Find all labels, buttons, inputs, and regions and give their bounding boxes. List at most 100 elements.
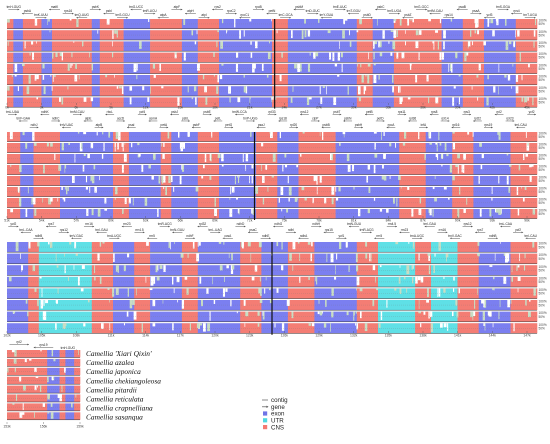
divergent-region xyxy=(42,75,45,80)
divergent-region xyxy=(138,154,141,157)
divergent-region xyxy=(526,143,530,151)
divergent-region xyxy=(158,176,161,184)
divergent-region xyxy=(289,253,292,261)
conservation-region xyxy=(22,97,42,108)
divergent-region xyxy=(337,75,340,77)
divergent-region xyxy=(22,403,24,411)
gene-label: petG xyxy=(225,123,232,127)
divergent-region xyxy=(128,198,131,204)
divergent-region xyxy=(352,165,355,172)
conservation-region xyxy=(91,276,114,287)
axis-tick-label: 24k xyxy=(282,106,288,110)
divergent-region xyxy=(212,276,214,285)
divergent-region xyxy=(332,52,335,61)
gene-label: rps15 xyxy=(325,228,333,232)
gene-label: infA xyxy=(421,123,427,127)
conservation-region xyxy=(478,253,511,264)
conservation-region xyxy=(41,41,53,52)
conservation-region xyxy=(261,265,289,276)
divergent-region xyxy=(89,52,90,58)
divergent-region xyxy=(505,41,509,50)
conservation-region xyxy=(256,209,278,219)
divergent-region xyxy=(335,187,337,192)
conservation-region xyxy=(150,75,183,85)
divergent-region xyxy=(378,41,380,48)
gene-label: rrn4.5 xyxy=(388,222,397,226)
divergent-region xyxy=(427,253,431,256)
divergent-region xyxy=(163,187,165,190)
gene-arrow-head xyxy=(344,237,347,240)
divergent-region xyxy=(438,242,441,251)
divergent-region xyxy=(380,311,383,320)
divergent-region xyxy=(430,323,433,332)
conservation-region xyxy=(7,86,14,96)
conservation-region xyxy=(473,132,511,142)
divergent-region xyxy=(493,86,496,93)
divergent-region xyxy=(161,176,164,184)
divergent-region xyxy=(348,30,350,36)
divergent-region xyxy=(87,154,90,159)
divergent-region xyxy=(313,52,316,59)
percent-label: 100% xyxy=(539,97,547,101)
conservation-region xyxy=(261,288,289,299)
gene-label: trnfM-CAU xyxy=(428,9,444,13)
conservation-region xyxy=(91,253,114,264)
divergent-region xyxy=(288,198,290,202)
divergent-region xyxy=(15,394,18,401)
divergent-region xyxy=(115,288,119,295)
divergent-region xyxy=(412,265,414,269)
conservation-region xyxy=(240,265,262,276)
conservation-region xyxy=(452,132,474,142)
divergent-region xyxy=(53,358,56,362)
conservation-region xyxy=(150,265,183,276)
legend-utr-swatch xyxy=(263,418,268,423)
divergent-region xyxy=(319,176,322,183)
divergent-region xyxy=(259,276,261,282)
divergent-region xyxy=(481,154,484,159)
percent-label: 100% xyxy=(539,52,547,56)
divergent-region xyxy=(415,30,419,36)
conservation-region xyxy=(457,323,479,334)
divergent-region xyxy=(420,323,422,328)
gene-arrow-head xyxy=(370,16,373,19)
divergent-region xyxy=(51,86,53,91)
divergent-region xyxy=(148,19,150,23)
divergent-region xyxy=(476,75,479,78)
conservation-region xyxy=(60,165,114,175)
divergent-region xyxy=(373,63,376,66)
divergent-region xyxy=(281,52,283,58)
divergent-region xyxy=(337,52,341,61)
divergent-region xyxy=(477,242,480,246)
conservation-region xyxy=(59,403,66,411)
divergent-region xyxy=(199,276,202,284)
gene-label: trnY-GUA xyxy=(320,13,334,17)
divergent-region xyxy=(453,276,455,281)
conservation-region xyxy=(41,52,53,63)
gene-arrow-head xyxy=(36,126,39,129)
divergent-region xyxy=(405,41,407,46)
divergent-region xyxy=(418,132,420,140)
divergent-region xyxy=(50,412,54,419)
gene-arrow-head xyxy=(212,8,214,11)
divergent-region xyxy=(334,276,337,280)
conservation-region xyxy=(33,187,61,197)
conservation-region xyxy=(272,63,289,74)
divergent-region xyxy=(291,311,294,319)
divergent-region xyxy=(214,198,216,207)
divergent-region xyxy=(182,143,186,149)
gene-label: rpl16 xyxy=(452,123,459,127)
divergent-region xyxy=(34,75,37,81)
conservation-region xyxy=(33,143,61,153)
divergent-region xyxy=(199,242,201,246)
divergent-region xyxy=(451,63,453,73)
divergent-region xyxy=(267,52,271,60)
divergent-region xyxy=(200,300,203,307)
conservation-region xyxy=(13,97,24,108)
alignment-panel: trnL-UAAtrnF-GAAndhJndhKndhCtrnV-UACtrnM… xyxy=(4,110,547,223)
divergent-region xyxy=(141,165,144,172)
gene-arrow-head xyxy=(262,8,264,11)
divergent-region xyxy=(42,311,45,320)
gene-arrow-head xyxy=(83,120,86,122)
divergent-region xyxy=(497,86,499,95)
gene-label: ndhB xyxy=(35,234,42,238)
